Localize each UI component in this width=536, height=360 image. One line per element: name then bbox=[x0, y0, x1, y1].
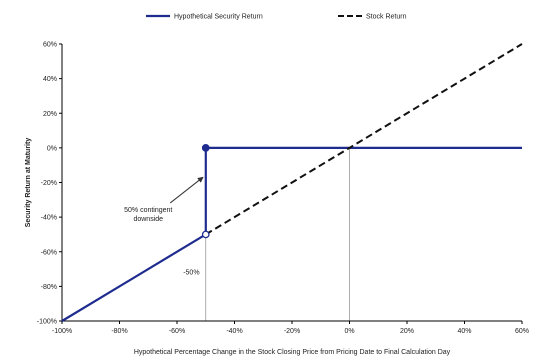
annotation-arrow bbox=[169, 176, 204, 204]
y-tick-label: -100% bbox=[37, 319, 57, 326]
y-axis-title: Security Return at Maturity bbox=[25, 138, 32, 228]
x-tick-label: -20% bbox=[284, 328, 300, 335]
annotation-contingent-downside: downside bbox=[133, 216, 163, 223]
legend-label-stock-return: Stock Return bbox=[366, 14, 407, 21]
y-tick-label: -40% bbox=[41, 215, 57, 222]
data-point-marker bbox=[201, 230, 210, 239]
annotation-minus-50: -50% bbox=[183, 269, 199, 276]
y-tick-label: -60% bbox=[41, 249, 57, 256]
y-tick-label: -20% bbox=[41, 180, 57, 187]
y-tick-label: -80% bbox=[41, 284, 57, 291]
series-line-stock-return bbox=[205, 43, 523, 236]
y-tick-label: 20% bbox=[43, 111, 57, 118]
x-tick-label: 20% bbox=[400, 328, 414, 335]
x-tick-label: -100% bbox=[52, 328, 72, 335]
y-tick-label: 60% bbox=[43, 42, 57, 49]
x-tick-label: -60% bbox=[169, 328, 185, 335]
y-tick-label: 40% bbox=[43, 76, 57, 83]
annotation-contingent-downside: 50% contingent bbox=[124, 207, 172, 214]
legend-label-security-return: Hypothetical Security Return bbox=[174, 14, 263, 21]
y-tick-label: 0% bbox=[47, 145, 57, 152]
x-axis-title: Hypothetical Percentage Change in the St… bbox=[134, 349, 451, 356]
x-tick-label: 60% bbox=[515, 328, 529, 335]
x-tick-label: -40% bbox=[226, 328, 242, 335]
x-tick-label: -80% bbox=[111, 328, 127, 335]
x-tick-label: 0% bbox=[344, 328, 354, 335]
data-point-marker bbox=[201, 144, 210, 152]
x-tick-label: 40% bbox=[457, 328, 471, 335]
series-line-security-return bbox=[61, 146, 522, 322]
